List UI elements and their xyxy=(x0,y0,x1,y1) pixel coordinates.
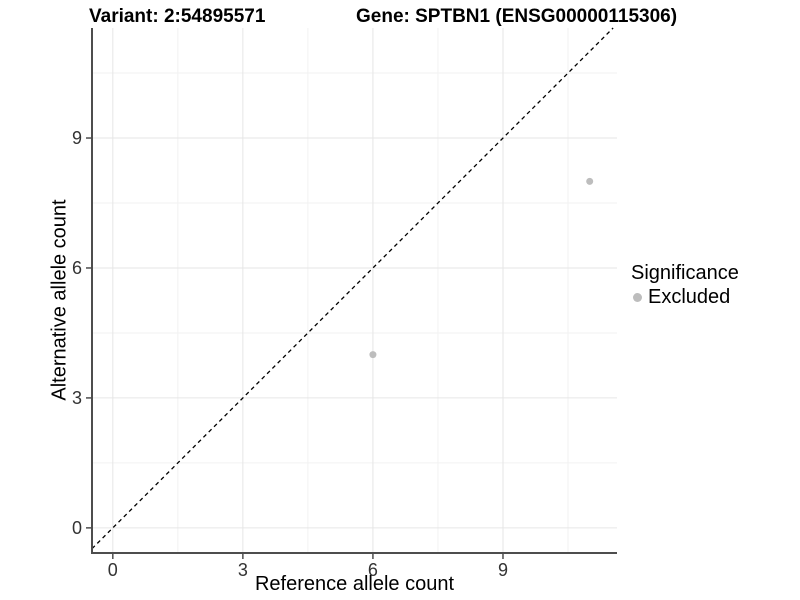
y-axis-title: Alternative allele count xyxy=(48,199,71,401)
legend-title: Significance xyxy=(631,262,739,284)
identity-dashed-line xyxy=(91,27,614,550)
legend: Significance Excluded xyxy=(631,262,739,308)
plot-title-gene: Gene: SPTBN1 (ENSG00000115306) xyxy=(356,6,678,27)
y-tick-label: 6 xyxy=(72,258,82,278)
legend-entry-excluded: Excluded xyxy=(633,286,739,308)
plot-title-variant: Variant: 2:54895571 xyxy=(89,6,266,27)
x-tick-label: 0 xyxy=(108,560,118,580)
legend-key-dot-icon xyxy=(633,292,642,302)
y-tick-label: 3 xyxy=(72,388,82,408)
x-tick-label: 6 xyxy=(368,560,378,580)
x-tick-label: 9 xyxy=(498,560,508,580)
data-point xyxy=(369,351,377,359)
data-point xyxy=(586,177,594,185)
legend-entry-label: Excluded xyxy=(648,286,731,308)
x-tick-label: 3 xyxy=(238,560,248,580)
x-axis-title: Reference allele count xyxy=(254,573,454,595)
y-tick-label: 0 xyxy=(72,518,82,538)
y-tick-label: 9 xyxy=(72,128,82,148)
